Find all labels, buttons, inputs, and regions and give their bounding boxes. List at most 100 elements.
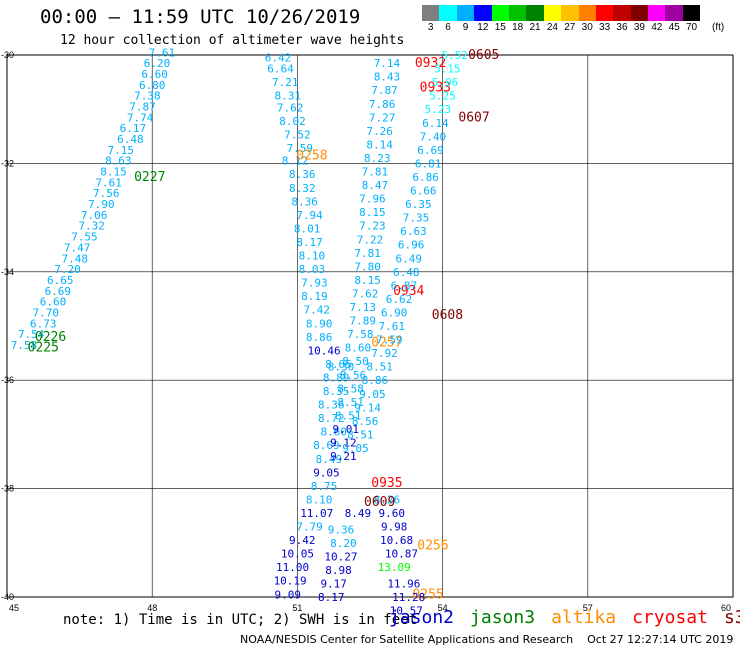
color-swatch-70	[682, 5, 701, 21]
wave-height-label: 8.15	[359, 206, 386, 219]
pass-time-label: 0935	[371, 476, 402, 491]
wave-height-label: 7.54	[18, 328, 45, 341]
color-scale-label-12: 12	[477, 22, 489, 33]
color-swatch-15	[491, 5, 509, 21]
wave-height-label: 8.63	[105, 155, 132, 168]
wave-height-label: 8.90	[306, 317, 333, 330]
wave-height-label: 7.55	[71, 231, 98, 244]
wave-height-label: 6.86	[412, 171, 439, 184]
color-scale-label-18: 18	[512, 22, 524, 33]
wave-height-label: 8.98	[325, 564, 352, 577]
wave-height-label: 7.14	[374, 57, 401, 70]
color-swatch-3	[422, 5, 440, 21]
wave-height-label: 7.86	[369, 98, 396, 111]
credit-line: NOAA/NESDIS Center for Satellite Applica…	[240, 633, 734, 646]
wave-height-label: 7.40	[420, 130, 447, 143]
wave-height-label: 8.36	[318, 399, 345, 412]
wave-height-label: 8.12	[282, 155, 309, 168]
wave-height-label: 8.60	[345, 342, 372, 355]
color-scale-label-39: 39	[633, 22, 645, 33]
wave-height-label: 8.15	[100, 166, 127, 179]
wave-height-label: 8.10	[306, 493, 333, 506]
wave-height-label: 10.87	[385, 548, 418, 561]
wave-height-label: 8.56	[340, 369, 367, 382]
wave-height-label: 8.23	[364, 152, 391, 165]
color-scale-label-6: 6	[445, 22, 451, 33]
color-scale-label-15: 15	[494, 22, 506, 33]
wave-height-label: 7.92	[371, 347, 398, 360]
color-scale-label-9: 9	[462, 22, 469, 33]
page-title: 00:00 – 11:59 UTC 10/26/2019	[40, 6, 361, 28]
wave-height-label: 8.03	[299, 263, 326, 276]
wave-height-label: 11.07	[300, 507, 333, 520]
wave-height-label: 5.15	[434, 63, 461, 76]
wave-height-label: 6.60	[40, 296, 67, 309]
color-scale-label-30: 30	[581, 22, 593, 33]
pass-time-label: 0607	[458, 110, 489, 125]
wave-height-label: 6.73	[30, 317, 57, 330]
satellite-legend-altika: altika	[551, 607, 617, 628]
wave-height-label: 10.68	[380, 534, 413, 547]
wave-height-label: 9.14	[354, 401, 381, 414]
x-tick-label: 51	[292, 603, 302, 613]
wave-height-label: 7.79	[296, 521, 323, 534]
wave-height-label: 5.96	[432, 76, 459, 89]
wave-height-label: 7.06	[81, 209, 108, 222]
color-swatch-45	[665, 5, 683, 21]
y-tick-label: -30	[1, 50, 14, 60]
wave-height-label: 6.60	[141, 68, 168, 81]
color-swatch-21	[526, 5, 544, 21]
wave-height-label: 8.86	[362, 374, 389, 387]
wave-height-label: 8.20	[330, 537, 357, 550]
x-tick-label: 57	[583, 603, 593, 613]
color-swatch-42	[648, 5, 666, 21]
wave-height-label: 8.47	[362, 179, 389, 192]
wave-height-label: 9.05	[342, 442, 369, 455]
wave-height-label: 7.56	[93, 187, 120, 200]
y-tick-label: -34	[1, 267, 14, 277]
wave-height-label: 8.36	[289, 168, 316, 181]
wave-height-label: 10.05	[281, 548, 314, 561]
wave-height-label: 8.51	[366, 361, 393, 374]
y-tick-label: -38	[1, 484, 14, 494]
wave-height-label: 7.61	[95, 176, 122, 189]
wave-height-label: 6.69	[45, 285, 72, 298]
wave-height-label: 6.48	[117, 133, 144, 146]
wave-height-label: 6.66	[410, 185, 437, 198]
satellite-legend-s3a: s3a	[723, 607, 740, 628]
satellite-legend: jason2 jason3 altika cryosat s3a	[389, 607, 740, 628]
wave-height-label: 13.09	[378, 561, 411, 574]
wave-height-label: 6.81	[415, 157, 442, 170]
color-scale-label-33: 33	[599, 22, 611, 33]
color-swatch-12	[474, 5, 492, 21]
footer-note: note: 1) Time is in UTC; 2) SWH is in fe…	[63, 612, 418, 628]
color-swatch-33	[595, 5, 614, 21]
wave-height-label: 8.17	[296, 236, 323, 249]
wave-height-label: 9.01	[333, 423, 360, 436]
wave-height-label: 8.32	[289, 182, 316, 195]
pass-time-label: 0225	[28, 341, 59, 356]
wave-height-label: 9.05	[359, 388, 386, 401]
wave-height-label: 6.62	[386, 293, 413, 306]
wave-height-label: 7.81	[354, 247, 381, 260]
wave-height-label: 6.65	[47, 274, 74, 287]
pass-time-label: 0609	[364, 495, 395, 510]
satellite-legend-jason3: jason3	[470, 607, 536, 628]
color-scale-label-24: 24	[546, 22, 558, 33]
wave-height-label: 7.81	[362, 166, 389, 179]
wave-height-label: 6.63	[400, 225, 427, 238]
wave-height-label: 7.90	[88, 198, 115, 211]
wave-height-label: 8.49	[316, 453, 343, 466]
color-swatch-36	[613, 5, 631, 21]
wave-height-label: 8.51	[335, 409, 362, 422]
wave-height-label: 9.05	[313, 466, 340, 479]
y-tick-label: -32	[1, 158, 14, 168]
header: 00:00 – 11:59 UTC 10/26/2019 12 hour col…	[0, 0, 740, 52]
pass-time-label: 0608	[432, 308, 463, 323]
wave-height-label: 7.70	[32, 306, 59, 319]
wave-height-label: 8.69	[313, 439, 340, 452]
wave-height-label: 7.62	[352, 287, 379, 300]
wave-height-label: 9.42	[289, 534, 316, 547]
wave-height-label: 7.59	[376, 334, 403, 347]
wave-height-label: 6.49	[395, 252, 422, 265]
